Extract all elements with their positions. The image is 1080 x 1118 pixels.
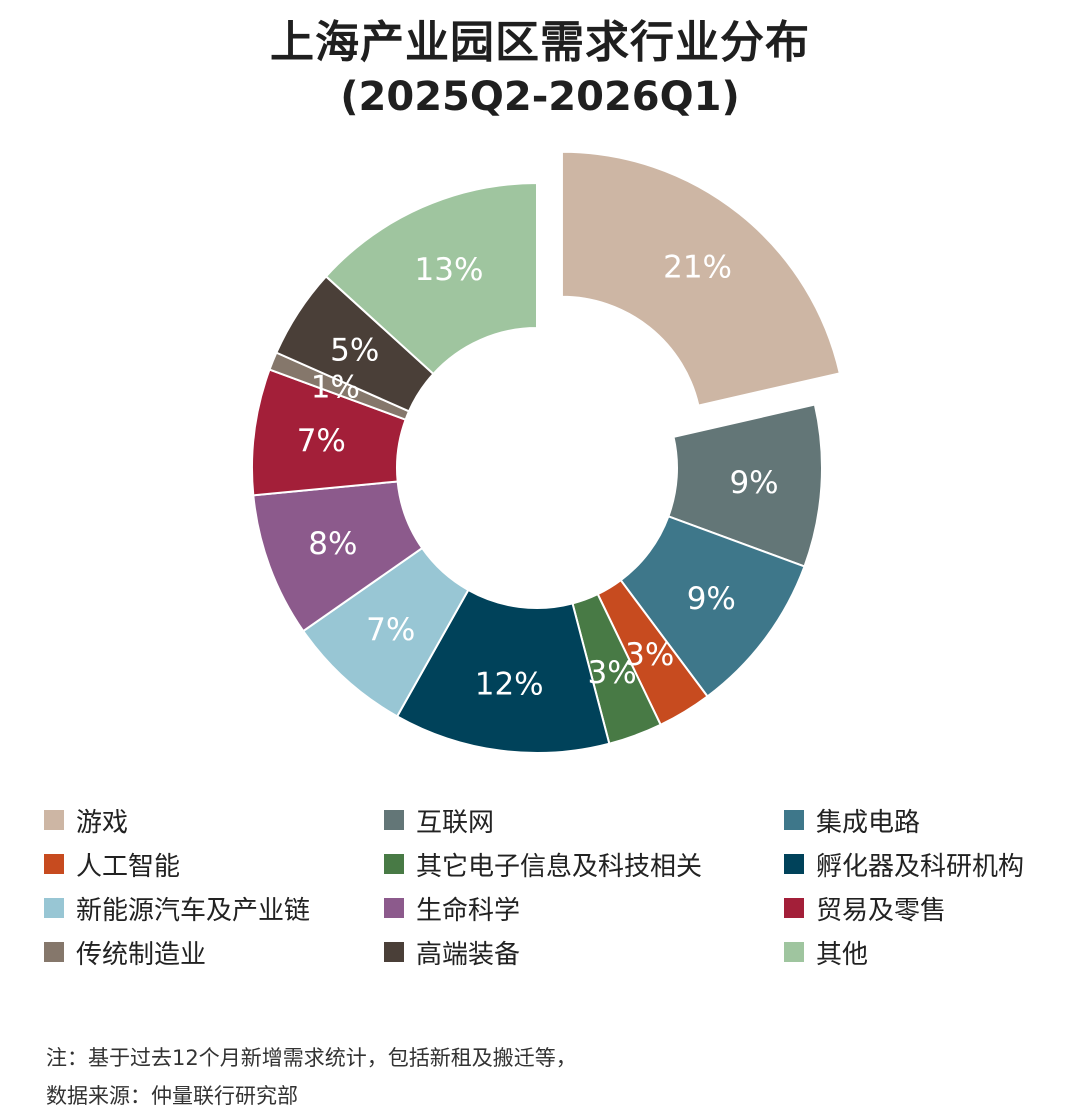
- footnote: 注：基于过去12个月新增需求统计，包括新租及搬迁等，: [46, 1046, 577, 1070]
- legend-label: 集成电路: [816, 807, 921, 838]
- legend-label: 其它电子信息及科技相关: [416, 851, 703, 882]
- data-source: 数据来源：仲量联行研究部: [46, 1084, 298, 1108]
- legend-swatch: [384, 854, 404, 874]
- legend-label: 游戏: [76, 807, 129, 838]
- legend-item-1: 游戏: [44, 800, 128, 840]
- legend-label: 新能源汽车及产业链: [76, 895, 311, 926]
- slice-label-10: 1%: [311, 369, 360, 405]
- chart-subtitle: (2025Q2-2026Q1): [340, 74, 740, 120]
- slice-6: [395, 588, 611, 754]
- slice-label-4: 3%: [625, 637, 674, 673]
- slice-label-8: 8%: [308, 526, 357, 562]
- slice-label-12: 13%: [415, 252, 484, 288]
- slice-1: [560, 150, 841, 407]
- legend-label: 人工智能: [76, 851, 181, 882]
- legend-swatch: [384, 942, 404, 962]
- legend-swatch: [44, 942, 64, 962]
- slice-label-7: 7%: [366, 612, 415, 648]
- legend-item-8: 生命科学: [384, 888, 520, 928]
- legend-label: 生命科学: [416, 895, 521, 926]
- legend-label: 其他: [816, 939, 869, 970]
- legend-item-10: 传统制造业: [44, 932, 206, 972]
- legend-item-3: 集成电路: [784, 800, 920, 840]
- legend-label: 孵化器及科研机构: [816, 851, 1025, 882]
- slice-label-3: 9%: [687, 581, 736, 617]
- legend-item-6: 孵化器及科研机构: [784, 844, 1024, 884]
- legend-swatch: [384, 898, 404, 918]
- slice-label-5: 3%: [588, 655, 637, 691]
- legend-swatch: [784, 898, 804, 918]
- legend-swatch: [44, 898, 64, 918]
- chart-title: 上海产业园区需求行业分布: [270, 17, 810, 68]
- legend-item-12: 其他: [784, 932, 868, 972]
- legend-swatch: [784, 810, 804, 830]
- donut-slices: [251, 150, 841, 754]
- legend-swatch: [44, 854, 64, 874]
- slice-12: [324, 181, 538, 376]
- legend-swatch: [784, 854, 804, 874]
- donut-chart: 21% 9% 9% 3%3% 12% 7% 8% 7% 1%5% 13%: [251, 150, 841, 754]
- slice-label-11: 5%: [330, 332, 379, 368]
- legend-item-9: 贸易及零售: [784, 888, 946, 928]
- donut-labels: 21% 9% 9% 3%3% 12% 7% 8% 7% 1%5% 13%: [297, 250, 779, 703]
- legend-item-2: 互联网: [384, 800, 494, 840]
- slice-label-1: 21%: [663, 250, 732, 286]
- legend-item-11: 高端装备: [384, 932, 520, 972]
- legend-item-5: 其它电子信息及科技相关: [384, 844, 702, 884]
- legend-item-7: 新能源汽车及产业链: [44, 888, 310, 928]
- slice-label-9: 7%: [297, 423, 346, 459]
- legend-label: 互联网: [416, 807, 495, 838]
- legend-swatch: [44, 810, 64, 830]
- legend-item-4: 人工智能: [44, 844, 180, 884]
- legend-swatch: [384, 810, 404, 830]
- legend-label: 传统制造业: [76, 939, 207, 970]
- legend-swatch: [784, 942, 804, 962]
- legend-label: 高端装备: [416, 939, 521, 970]
- slice-label-2: 9%: [729, 465, 778, 501]
- legend-label: 贸易及零售: [816, 895, 947, 926]
- slice-label-6: 12%: [475, 667, 544, 703]
